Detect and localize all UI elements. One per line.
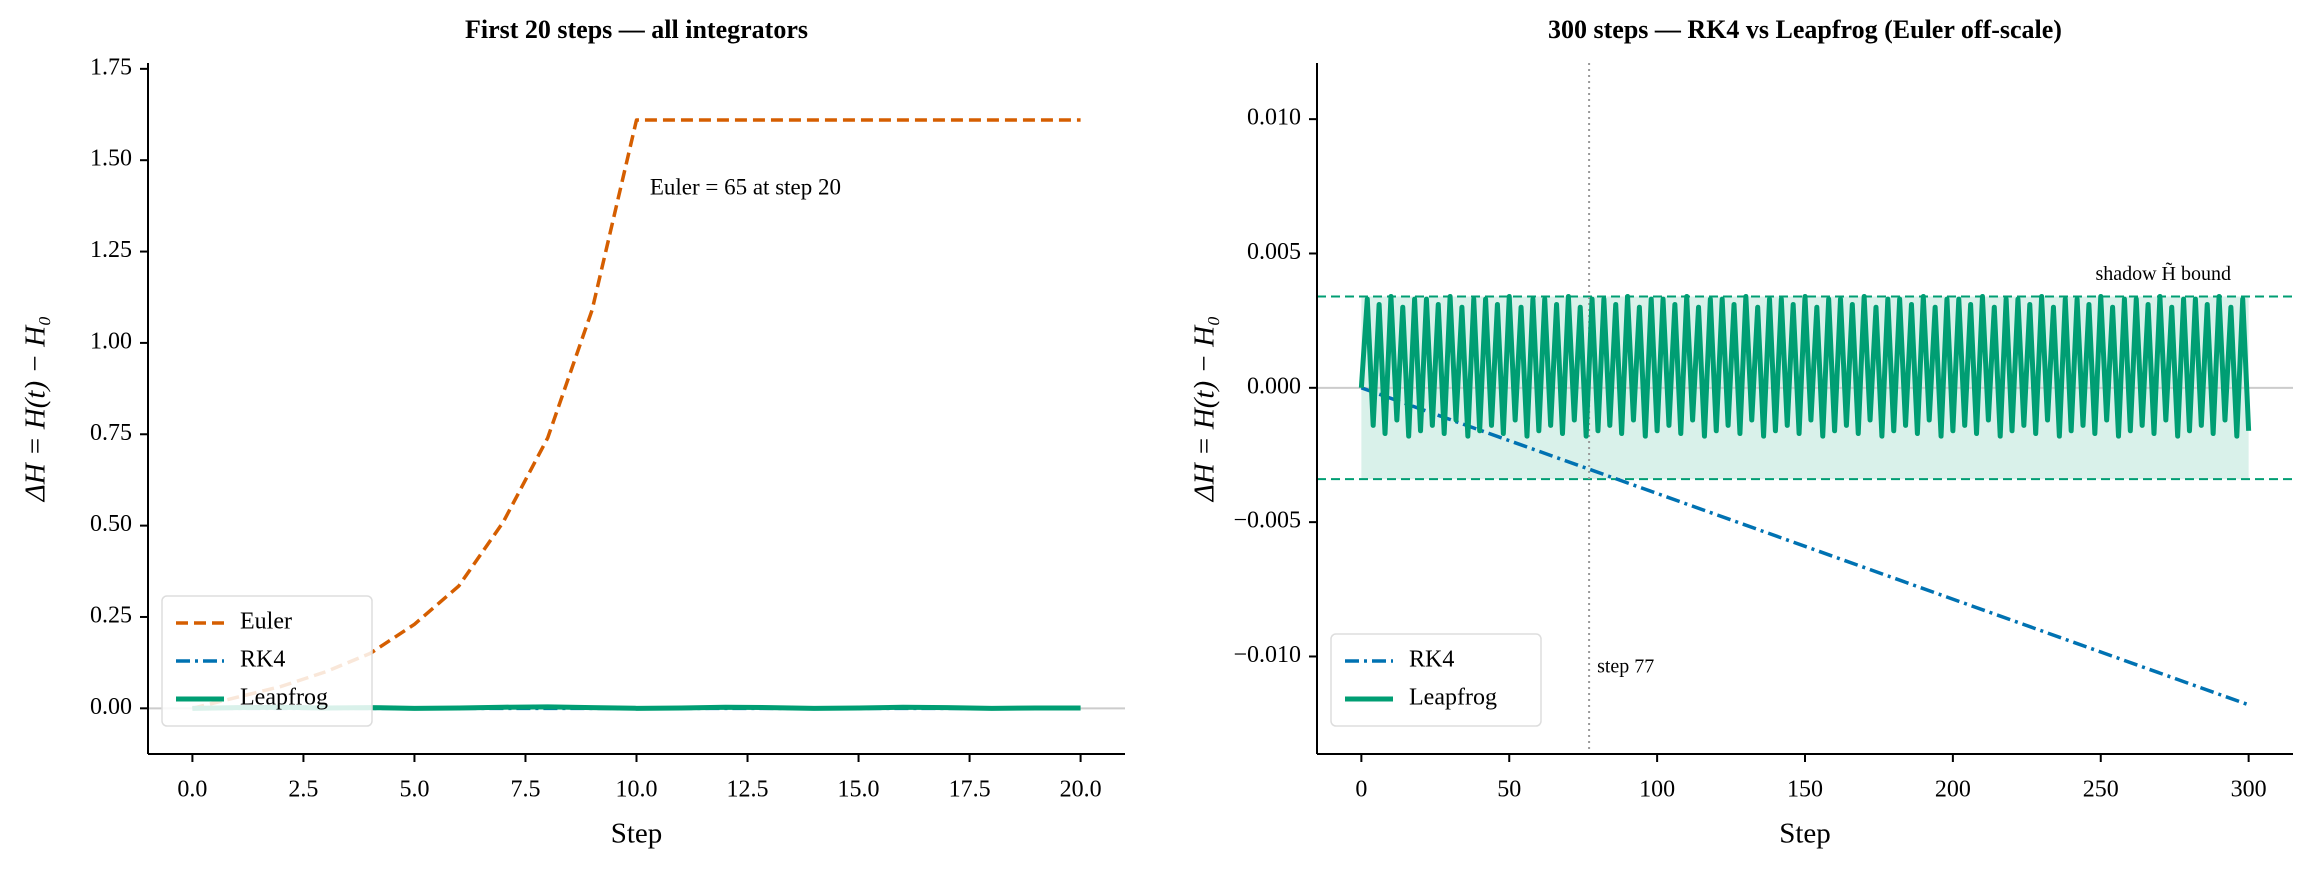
- x-tick-label: 50: [1497, 777, 1521, 803]
- x-tick-label: 15.0: [838, 777, 880, 803]
- x-tick-label: 10.0: [616, 777, 658, 803]
- legend-box: [161, 595, 373, 727]
- x-tick-label: 0: [1355, 777, 1367, 803]
- legend-label: Euler: [240, 609, 292, 635]
- reference-label: step 77: [1597, 656, 1654, 678]
- x-tick-label: 5.0: [399, 777, 429, 803]
- chart-title: First 20 steps — all integrators: [465, 15, 808, 44]
- legend: RK4 Leapfrog: [1330, 633, 1542, 727]
- x-tick-label: 17.5: [949, 777, 991, 803]
- y-tick-label: 0.00: [90, 694, 132, 720]
- y-tick-label: 1.00: [90, 328, 132, 354]
- x-tick-label: 150: [1787, 777, 1823, 803]
- y-tick-label: −0.005: [1233, 508, 1301, 534]
- band-label: shadow H̃ bound: [2095, 261, 2231, 285]
- y-tick-label: 0.75: [90, 420, 132, 446]
- x-tick-label: 7.5: [510, 777, 540, 803]
- series-line: [1358, 293, 2252, 439]
- y-tick-label: 0.000: [1247, 373, 1301, 399]
- annotation: Euler = 65 at step 20: [650, 175, 841, 200]
- series-line: [1360, 386, 2250, 707]
- y-tick-label: 1.75: [90, 54, 132, 80]
- legend-label: Leapfrog: [1409, 685, 1497, 711]
- y-tick-label: 0.25: [90, 602, 132, 628]
- legend-box: [1330, 633, 1542, 727]
- y-tick-label: 1.50: [90, 146, 132, 172]
- legend: Euler RK4 Leapfrog: [161, 595, 373, 727]
- x-tick-label: 12.5: [727, 777, 769, 803]
- x-axis-label: Step: [1779, 818, 1831, 850]
- y-tick-label: 0.005: [1247, 239, 1301, 265]
- x-tick-label: 200: [1935, 777, 1971, 803]
- legend-label: RK4: [1409, 647, 1454, 673]
- legend-label: Leapfrog: [240, 685, 328, 711]
- y-tick-label: 0.010: [1247, 105, 1301, 131]
- y-tick-label: 1.25: [90, 237, 132, 263]
- y-tick-label: −0.010: [1233, 642, 1301, 668]
- x-tick-label: 2.5: [288, 777, 318, 803]
- x-tick-label: 250: [2083, 777, 2119, 803]
- y-axis-label: ΔH = H(t) − H₀: [20, 316, 52, 502]
- x-tick-label: 20.0: [1060, 777, 1102, 803]
- x-tick-label: 100: [1639, 777, 1675, 803]
- x-tick-label: 0.0: [177, 777, 207, 803]
- chart-title: 300 steps — RK4 vs Leapfrog (Euler off-s…: [1548, 15, 2062, 44]
- x-axis-label: Step: [611, 818, 663, 850]
- y-axis-label: ΔH = H(t) − H₀: [1189, 316, 1221, 502]
- y-tick-label: 0.50: [90, 511, 132, 537]
- legend-label: RK4: [240, 647, 285, 673]
- x-tick-label: 300: [2231, 777, 2267, 803]
